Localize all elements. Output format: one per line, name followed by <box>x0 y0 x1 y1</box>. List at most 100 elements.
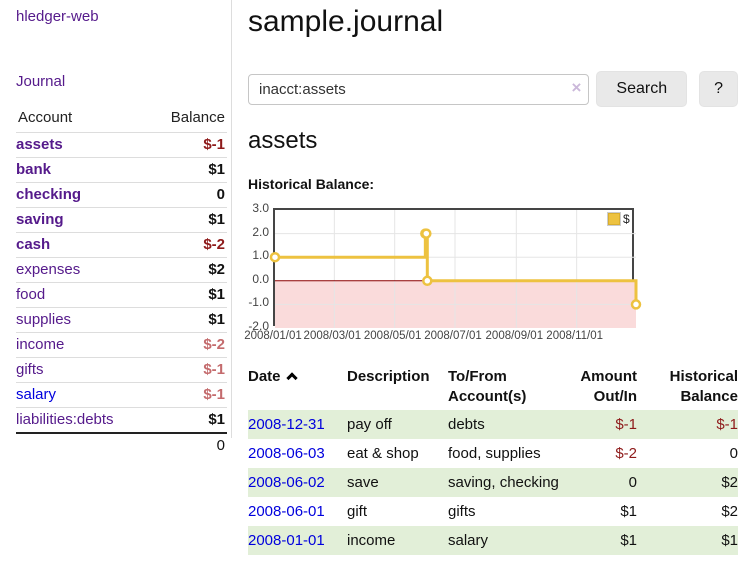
x-axis-tick: 2008/05/01 <box>361 330 425 342</box>
account-row: cash $-2 <box>16 233 227 258</box>
account-row: supplies $1 <box>16 308 227 333</box>
chart-plot-area <box>273 208 634 326</box>
historical-balance-chart: $ 3.02.01.00.0-1.0-2.02008/01/012008/03/… <box>248 201 738 349</box>
clear-search-icon[interactable]: × <box>571 78 581 98</box>
account-name-cell: assets <box>16 133 148 158</box>
account-row: checking 0 <box>16 183 227 208</box>
account-link[interactable]: bank <box>16 161 51 178</box>
account-link[interactable]: food <box>16 286 45 303</box>
account-row: assets $-1 <box>16 133 227 158</box>
account-row: salary $-1 <box>16 383 227 408</box>
register-header-tofrom: To/From Account(s) <box>448 364 560 410</box>
register-header-historical: Historical Balance <box>637 364 738 410</box>
account-balance: $1 <box>148 208 227 233</box>
transaction-date-link[interactable]: 2008-06-01 <box>248 503 325 520</box>
transaction-description: pay off <box>347 410 448 439</box>
transaction-row: 2008-12-31pay offdebts$-1$-1 <box>248 410 738 439</box>
transaction-amount: $-1 <box>560 410 637 439</box>
account-balance: $-2 <box>148 333 227 358</box>
account-heading: assets <box>248 126 738 156</box>
accounts-total-spacer <box>16 433 148 458</box>
transaction-description: save <box>347 468 448 497</box>
transaction-description: gift <box>347 497 448 526</box>
transaction-amount: $-2 <box>560 439 637 468</box>
account-link[interactable]: checking <box>16 186 81 203</box>
account-name-cell: cash <box>16 233 148 258</box>
account-link[interactable]: liabilities:debts <box>16 411 114 428</box>
accounts-table: Account Balance assets $-1 bank $1 checking 0… <box>16 105 227 458</box>
transaction-historical-balance: $-1 <box>637 410 738 439</box>
register-header-amount: Amount Out/In <box>560 364 637 410</box>
transaction-historical-balance: $1 <box>637 526 738 555</box>
accounts-header-balance: Balance <box>148 105 227 133</box>
chart-svg <box>275 210 636 328</box>
transaction-amount: 0 <box>560 468 637 497</box>
account-balance: 0 <box>148 183 227 208</box>
help-button[interactable]: ? <box>699 71 738 107</box>
transaction-row: 2008-01-01incomesalary$1$1 <box>248 526 738 555</box>
page-title: sample.journal <box>248 0 738 41</box>
accounts-header-account: Account <box>16 105 148 133</box>
account-balance: $1 <box>148 158 227 183</box>
account-link[interactable]: gifts <box>16 361 44 378</box>
account-name-cell: salary <box>16 383 148 408</box>
transaction-date-link[interactable]: 2008-01-01 <box>248 532 325 549</box>
transaction-date-link[interactable]: 2008-06-02 <box>248 474 325 491</box>
x-axis-tick: 2008/01/01 <box>241 330 305 342</box>
account-balance: $1 <box>148 308 227 333</box>
transaction-date-link[interactable]: 2008-12-31 <box>248 416 325 433</box>
search-box: × <box>248 74 589 105</box>
search-input[interactable] <box>248 74 589 105</box>
account-name-cell: bank <box>16 158 148 183</box>
y-axis-tick: 2.0 <box>248 225 269 239</box>
x-axis-tick: 2008/09/01 <box>482 330 546 342</box>
transaction-row: 2008-06-01 giftgifts$1$2 <box>248 497 738 526</box>
sort-ascending-icon <box>286 372 297 383</box>
account-balance: $-1 <box>148 383 227 408</box>
account-balance: $1 <box>148 283 227 308</box>
account-balance: $-1 <box>148 358 227 383</box>
account-name-cell: checking <box>16 183 148 208</box>
account-row: gifts $-1 <box>16 358 227 383</box>
account-link[interactable]: income <box>16 336 64 353</box>
account-row: saving $1 <box>16 208 227 233</box>
account-link[interactable]: saving <box>16 211 64 228</box>
search-button[interactable]: Search <box>596 71 687 107</box>
account-name-cell: food <box>16 283 148 308</box>
account-link[interactable]: expenses <box>16 261 80 278</box>
legend-swatch <box>608 213 620 225</box>
account-link[interactable]: salary <box>16 386 56 403</box>
account-balance: $-1 <box>148 133 227 158</box>
account-name-cell: income <box>16 333 148 358</box>
y-axis-tick: 0.0 <box>248 272 269 286</box>
account-name-cell: supplies <box>16 308 148 333</box>
chart-legend: $ <box>607 212 631 226</box>
x-axis-tick: 2008/07/01 <box>421 330 485 342</box>
accounts-total-value: 0 <box>148 433 227 458</box>
account-link[interactable]: assets <box>16 136 63 153</box>
register-header-date[interactable]: Date <box>248 364 347 410</box>
transaction-historical-balance: $2 <box>637 497 738 526</box>
transaction-description: income <box>347 526 448 555</box>
account-row: bank $1 <box>16 158 227 183</box>
account-link[interactable]: cash <box>16 236 50 253</box>
app-title-link[interactable]: hledger-web <box>16 8 99 25</box>
account-link[interactable]: supplies <box>16 311 71 328</box>
sidebar: hledger-web Journal Account Balance asse… <box>0 0 232 458</box>
sidebar-item-journal[interactable]: Journal <box>16 73 65 90</box>
transaction-accounts: gifts <box>448 497 560 526</box>
transaction-amount: $1 <box>560 497 637 526</box>
account-balance: $-2 <box>148 233 227 258</box>
transaction-row: 2008-06-02savesaving, checking0$2 <box>248 468 738 497</box>
transaction-date-cell: 2008-06-02 <box>248 468 347 497</box>
y-axis-tick: -1.0 <box>248 295 269 309</box>
transaction-date-cell: 2008-12-31 <box>248 410 347 439</box>
legend-label: $ <box>623 212 630 226</box>
transaction-date-link[interactable]: 2008-06-03 <box>248 445 325 462</box>
transaction-description: eat & shop <box>347 439 448 468</box>
transaction-accounts: food, supplies <box>448 439 560 468</box>
chart-heading: Historical Balance: <box>248 176 738 192</box>
account-row: liabilities:debts $1 <box>16 408 227 434</box>
accounts-table-body: assets $-1 bank $1 checking 0 saving $1 cash $-2 e… <box>16 133 227 434</box>
account-balance: $1 <box>148 408 227 434</box>
